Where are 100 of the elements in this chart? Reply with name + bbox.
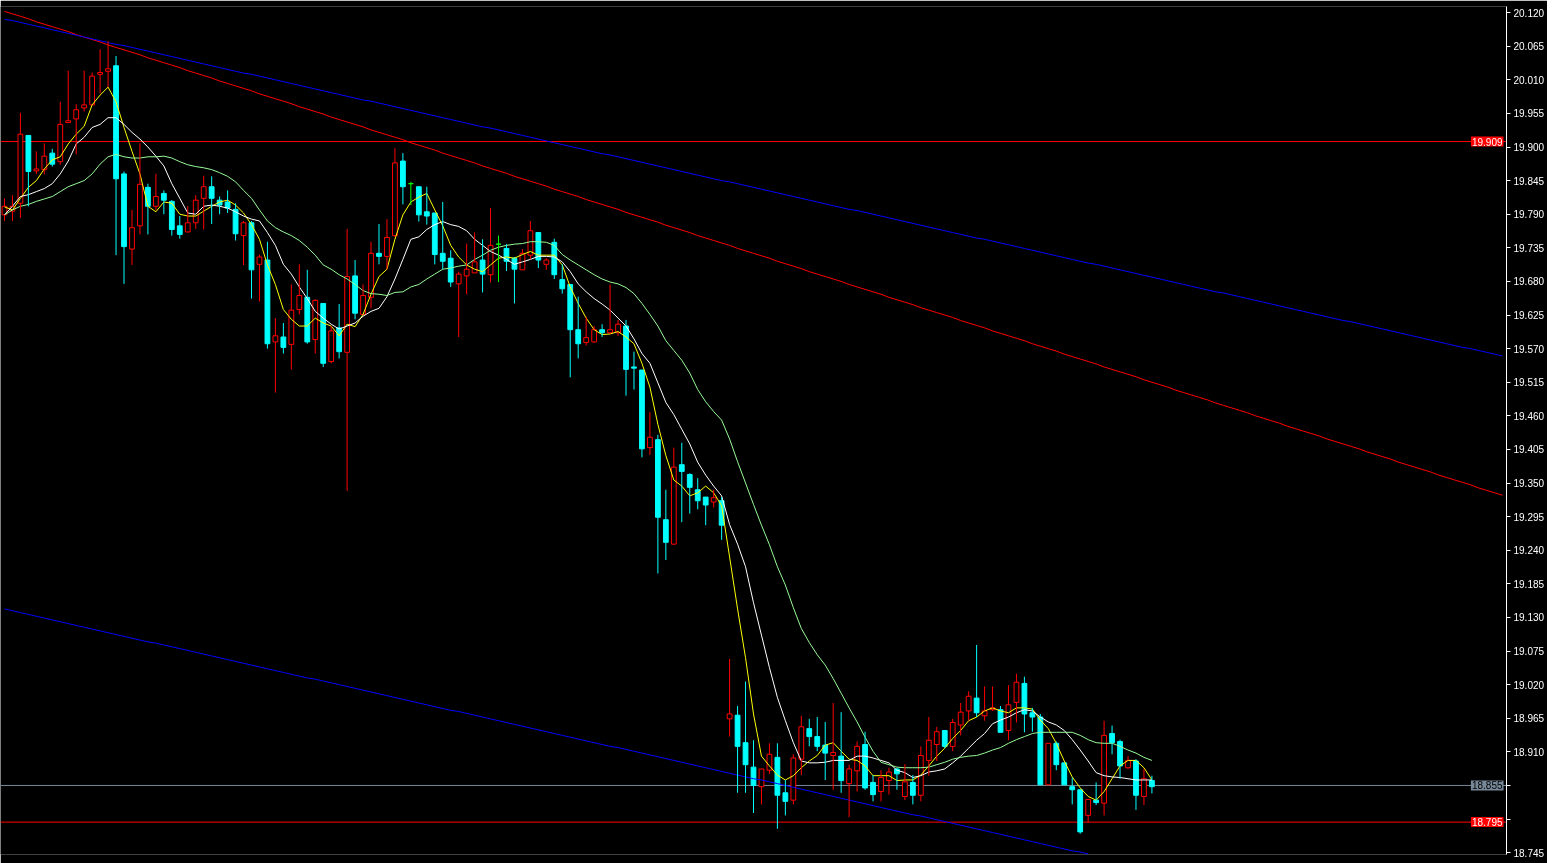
candlestick bbox=[925, 716, 932, 777]
candlestick bbox=[846, 764, 853, 818]
candlestick bbox=[965, 690, 972, 722]
y-tick-label: 20.120 bbox=[1513, 7, 1545, 19]
candlestick bbox=[782, 779, 789, 816]
candlestick bbox=[1037, 713, 1044, 786]
candlestick bbox=[400, 152, 406, 205]
candlestick bbox=[870, 774, 876, 802]
candlestick bbox=[312, 299, 319, 355]
ref-line-label: 18.855 bbox=[1471, 780, 1503, 792]
candlestick bbox=[686, 473, 693, 515]
candlestick bbox=[670, 447, 677, 545]
ref-line-label: 18.795 bbox=[1471, 817, 1503, 829]
candlestick bbox=[121, 170, 127, 285]
candlestick bbox=[750, 739, 757, 814]
candlestick bbox=[113, 55, 119, 256]
candlestick bbox=[248, 220, 255, 300]
candlestick bbox=[1005, 684, 1012, 741]
candlestick bbox=[654, 434, 661, 574]
candlestick bbox=[129, 209, 135, 266]
candlestick bbox=[384, 218, 390, 270]
candlestick bbox=[160, 189, 167, 215]
ref-line-label: 19.909 bbox=[1471, 136, 1503, 148]
candlestick bbox=[957, 702, 964, 736]
candlestick bbox=[423, 186, 430, 226]
y-tick-label: 19.515 bbox=[1513, 377, 1545, 389]
candlestick bbox=[878, 769, 884, 802]
y-tick-label: 20.065 bbox=[1513, 41, 1545, 53]
candlestick bbox=[902, 763, 908, 801]
candlestick bbox=[1029, 707, 1036, 733]
candlestick bbox=[862, 731, 868, 791]
candlestick bbox=[328, 325, 335, 364]
y-tick-label: 18.745 bbox=[1513, 847, 1545, 859]
candlestick bbox=[1045, 742, 1052, 786]
line-series bbox=[3, 18, 1504, 357]
candlestick bbox=[830, 702, 837, 791]
candlestick bbox=[1013, 673, 1020, 724]
candlestick bbox=[1149, 775, 1155, 794]
candlestick bbox=[65, 70, 72, 124]
candlestick bbox=[455, 271, 462, 338]
candlestick bbox=[447, 249, 454, 288]
candlestick bbox=[320, 302, 327, 368]
candlestick bbox=[886, 767, 892, 796]
candlestick bbox=[288, 283, 295, 370]
candlestick bbox=[376, 223, 382, 265]
candlestick bbox=[1141, 768, 1147, 806]
candlestick bbox=[280, 322, 287, 355]
candlestick bbox=[431, 212, 438, 265]
candlestick bbox=[599, 323, 605, 338]
candlestick bbox=[1109, 725, 1115, 755]
candlestick bbox=[822, 721, 829, 781]
candlestick bbox=[1069, 777, 1076, 805]
candlestick bbox=[854, 740, 860, 793]
y-tick-label: 19.020 bbox=[1513, 679, 1545, 691]
candlestick bbox=[97, 48, 103, 94]
y-tick-label: 19.845 bbox=[1513, 175, 1545, 187]
candlestick bbox=[1021, 676, 1028, 733]
y-tick-label: 19.460 bbox=[1513, 410, 1545, 422]
candlestick bbox=[543, 257, 550, 271]
y-tick-label: 19.735 bbox=[1513, 242, 1545, 254]
candlestick bbox=[909, 774, 916, 805]
candlestick bbox=[471, 232, 478, 274]
candlestick bbox=[344, 228, 351, 492]
y-tick-label: 19.130 bbox=[1513, 612, 1545, 624]
candlestick bbox=[662, 489, 669, 561]
y-tick-label: 19.790 bbox=[1513, 209, 1545, 221]
candlestick bbox=[726, 658, 733, 738]
y-tick-label: 19.350 bbox=[1513, 478, 1545, 490]
candlestick bbox=[296, 263, 303, 315]
candlestick bbox=[360, 283, 366, 315]
candlestick bbox=[790, 753, 797, 805]
y-tick-label: 19.955 bbox=[1513, 108, 1545, 120]
candlestick bbox=[941, 729, 948, 749]
candlestick bbox=[607, 283, 613, 334]
candlestick bbox=[25, 134, 32, 207]
candlestick bbox=[256, 254, 263, 303]
candlestick bbox=[973, 644, 980, 718]
candlestick bbox=[352, 259, 358, 320]
candlestick bbox=[168, 200, 175, 237]
candlestick bbox=[415, 186, 422, 223]
y-tick-label: 19.900 bbox=[1513, 142, 1545, 154]
candlestick bbox=[949, 718, 956, 752]
candlestick bbox=[933, 726, 940, 762]
candlestick bbox=[1077, 789, 1084, 835]
candlestick bbox=[208, 175, 215, 225]
candlestick bbox=[89, 71, 96, 106]
candlestick bbox=[814, 716, 821, 752]
candlestick bbox=[583, 316, 590, 347]
candlestick bbox=[678, 442, 685, 523]
candlestick bbox=[559, 263, 566, 295]
candlestick bbox=[1117, 739, 1123, 780]
candlestick bbox=[240, 220, 247, 266]
y-tick-label: 20.010 bbox=[1513, 74, 1545, 86]
candlestick bbox=[200, 175, 207, 230]
y-tick-label: 18.910 bbox=[1513, 746, 1545, 758]
y-tick-label: 19.405 bbox=[1513, 444, 1545, 456]
candlestick bbox=[575, 296, 582, 359]
candlestick bbox=[264, 241, 271, 350]
candlestick bbox=[567, 283, 574, 378]
candlestick bbox=[392, 147, 398, 237]
